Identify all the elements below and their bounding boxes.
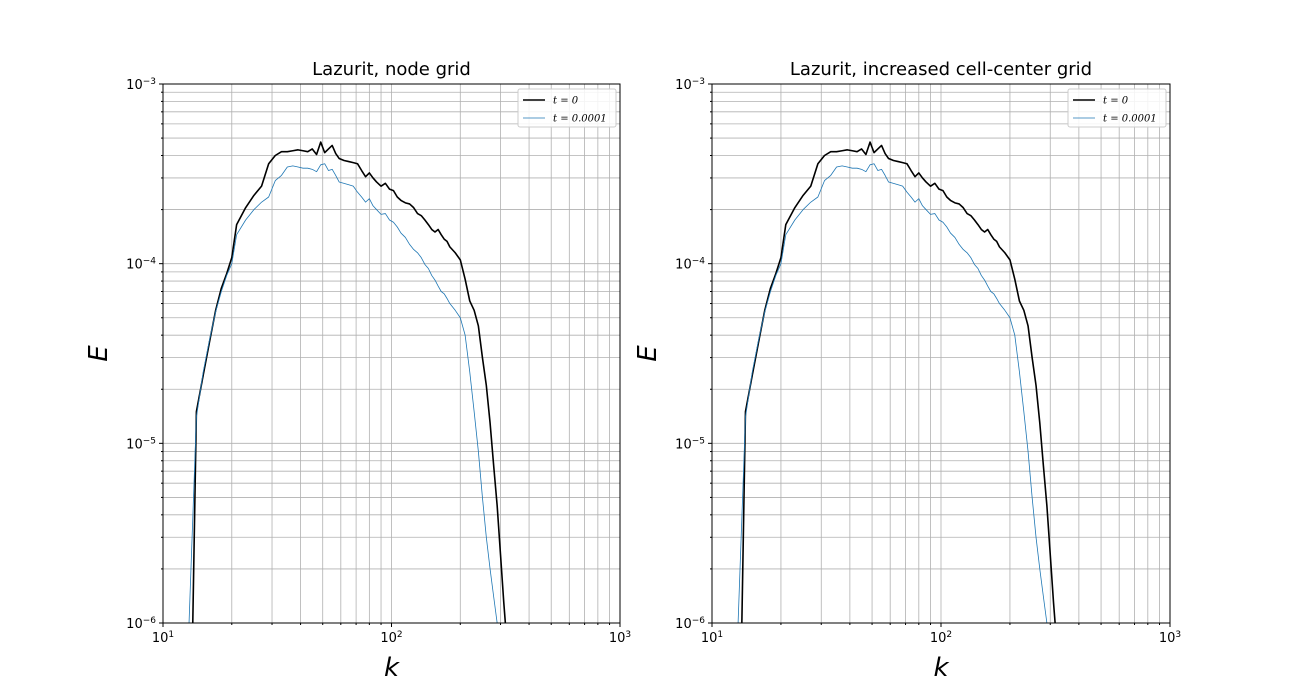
x-axis-label: k bbox=[384, 653, 400, 683]
tick-exponent: −6 bbox=[692, 616, 706, 626]
y-tick-label: 10−6 bbox=[675, 616, 705, 632]
y-tick-label: 10−3 bbox=[675, 77, 705, 93]
x-tick-label: 103 bbox=[609, 630, 631, 646]
tick-base: 10 bbox=[675, 617, 692, 632]
tick-base: 10 bbox=[1159, 631, 1176, 646]
y-axis-label: E bbox=[633, 345, 663, 362]
legend: t = 0 t = 0.0001 bbox=[517, 88, 617, 128]
tick-base: 10 bbox=[126, 78, 143, 93]
tick-exponent: −3 bbox=[143, 77, 156, 87]
chart-title: Lazurit, node grid bbox=[312, 59, 471, 80]
x-tick-label: 101 bbox=[701, 630, 723, 646]
tick-exponent: 1 bbox=[717, 630, 723, 640]
tick-exponent: 1 bbox=[168, 630, 174, 640]
legend: t = 0 t = 0.0001 bbox=[1067, 88, 1167, 128]
tick-base: 10 bbox=[675, 437, 692, 452]
tick-base: 10 bbox=[609, 631, 626, 646]
legend-box bbox=[1067, 88, 1167, 128]
tick-exponent: −5 bbox=[143, 436, 156, 446]
x-tick-label: 101 bbox=[152, 630, 174, 646]
legend-label: t = 0.0001 bbox=[1103, 114, 1157, 125]
tick-exponent: −6 bbox=[143, 616, 157, 626]
tick-exponent: 3 bbox=[625, 630, 631, 640]
tick-exponent: −4 bbox=[692, 257, 706, 267]
tick-base: 10 bbox=[380, 631, 397, 646]
y-tick-label: 10−5 bbox=[126, 436, 156, 452]
legend-label: t = 0.0001 bbox=[553, 114, 607, 125]
tick-base: 10 bbox=[701, 631, 718, 646]
y-tick-label: 10−4 bbox=[126, 257, 156, 273]
tick-base: 10 bbox=[126, 258, 143, 273]
series-line-t0001 bbox=[737, 163, 1048, 623]
x-tick-label: 103 bbox=[1159, 630, 1181, 646]
x-tick-label: 102 bbox=[930, 630, 952, 646]
tick-base: 10 bbox=[675, 78, 692, 93]
y-tick-label: 10−5 bbox=[675, 436, 705, 452]
y-tick-label: 10−3 bbox=[126, 77, 156, 93]
tick-exponent: −5 bbox=[692, 436, 705, 446]
legend-box bbox=[517, 88, 617, 128]
tick-base: 10 bbox=[675, 258, 692, 273]
series-line-t0001 bbox=[188, 163, 498, 623]
legend-label: t = 0 bbox=[553, 96, 579, 107]
tick-exponent: 3 bbox=[1175, 630, 1181, 640]
tick-base: 10 bbox=[126, 437, 143, 452]
tick-exponent: −3 bbox=[692, 77, 705, 87]
chart-title: Lazurit, increased cell-center grid bbox=[790, 59, 1092, 80]
grid bbox=[711, 84, 1170, 624]
y-axis-label: E bbox=[84, 345, 114, 362]
tick-exponent: 2 bbox=[946, 630, 952, 640]
tick-base: 10 bbox=[126, 617, 143, 632]
tick-exponent: 2 bbox=[397, 630, 403, 640]
grid bbox=[162, 84, 620, 624]
series-line-t0 bbox=[741, 141, 1056, 623]
tick-base: 10 bbox=[152, 631, 169, 646]
tick-exponent: −4 bbox=[143, 257, 157, 267]
y-tick-label: 10−4 bbox=[675, 257, 705, 273]
y-tick-label: 10−6 bbox=[126, 616, 156, 632]
x-tick-label: 102 bbox=[380, 630, 402, 646]
tick-base: 10 bbox=[930, 631, 947, 646]
x-axis-label: k bbox=[933, 653, 949, 683]
legend-label: t = 0 bbox=[1103, 96, 1129, 107]
series-line-t0 bbox=[191, 141, 507, 623]
